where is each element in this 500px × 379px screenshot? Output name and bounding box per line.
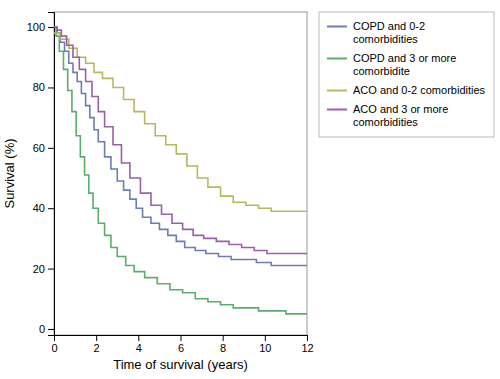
plot-frame (54, 12, 307, 335)
y-axis-tick-label: 60 (33, 142, 45, 154)
survival-curve (54, 27, 307, 253)
y-axis-tick-label: 80 (33, 81, 45, 93)
x-axis-tick: 8 (220, 335, 226, 354)
legend-label-line: comorbidities (353, 116, 418, 128)
legend-label-line: COPD and 3 or more (353, 52, 456, 64)
y-axis-title: Survival (%) (2, 138, 17, 208)
legend-item: ACO and 0-2 comorbidities (327, 84, 486, 96)
series-group (54, 27, 307, 314)
x-axis-tick: 2 (94, 335, 100, 354)
x-axis-title: Time of survival (years) (113, 357, 248, 372)
legend-item: COPD and 3 or morecomorbidite (327, 52, 456, 77)
y-axis-tick: 20 (33, 263, 54, 275)
plot-area: 0 2 4 6 8 10 12 0 20 40 60 80 100 (27, 12, 314, 354)
x-axis-tick-mark (138, 335, 139, 341)
y-axis-tick-mark (48, 329, 54, 330)
y-axis-tick: 80 (33, 81, 54, 93)
y-axis-tick-mark (48, 148, 54, 149)
y-axis-tick-mark (48, 87, 54, 88)
survival-curve (54, 33, 307, 211)
legend-item: COPD and 0-2comorbidities (327, 20, 425, 45)
y-axis-tick-label: 40 (33, 202, 45, 214)
x-axis-tick-mark (307, 335, 308, 341)
survival-curve (54, 27, 307, 265)
legend: COPD and 0-2comorbiditiesCOPD and 3 or m… (319, 12, 494, 137)
x-axis-tick-label: 10 (259, 342, 271, 354)
y-axis-tick-mark (48, 27, 54, 28)
legend-swatch (327, 26, 347, 28)
survival-curve (54, 27, 307, 314)
x-axis-tick-label: 12 (301, 342, 313, 354)
x-axis: 0 2 4 6 8 10 12 (51, 335, 313, 354)
x-axis-tick-mark (96, 335, 97, 341)
x-axis-tick: 4 (136, 335, 142, 354)
chart: 0 2 4 6 8 10 12 0 20 40 60 80 100 Time of survival (y… (0, 0, 500, 379)
x-axis-tick-label: 4 (136, 342, 142, 354)
y-axis-tick: 100 (27, 21, 54, 33)
legend-label-line: COPD and 0-2 (353, 20, 425, 32)
x-axis-tick-label: 6 (178, 342, 184, 354)
legend-label: ACO and 3 or morecomorbidities (353, 103, 448, 128)
x-axis-tick: 10 (259, 335, 271, 354)
x-axis-tick-label: 0 (51, 342, 57, 354)
legend-label-line: ACO and 3 or more (353, 103, 448, 115)
legend-label: COPD and 3 or morecomorbidite (353, 52, 456, 77)
y-axis-tick-mark (48, 269, 54, 270)
y-axis-line (48, 13, 55, 336)
x-axis-tick-label: 2 (94, 342, 100, 354)
legend-label-line: ACO and 0-2 comorbidities (353, 84, 486, 96)
y-axis: 0 20 40 60 80 100 (27, 13, 55, 336)
legend-swatch (327, 90, 347, 92)
y-axis-tick-label: 0 (39, 323, 45, 335)
legend-box (319, 12, 494, 137)
x-axis-tick: 6 (178, 335, 184, 354)
x-axis-tick-mark (223, 335, 224, 341)
x-axis-line (55, 336, 308, 342)
y-axis-tick: 60 (33, 142, 54, 154)
legend-label: ACO and 0-2 comorbidities (353, 84, 486, 96)
x-axis-tick-mark (181, 335, 182, 341)
x-axis-tick: 12 (301, 335, 313, 354)
x-axis-tick: 0 (51, 335, 57, 354)
legend-label-line: comorbidite (353, 65, 410, 77)
y-axis-tick-label: 20 (33, 263, 45, 275)
legend-label-line: comorbidities (353, 33, 418, 45)
legend-label: COPD and 0-2comorbidities (353, 20, 425, 45)
x-axis-tick-mark (265, 335, 266, 341)
y-axis-tick-mark (48, 208, 54, 209)
legend-swatch (327, 109, 347, 111)
y-axis-tick-label: 100 (27, 21, 45, 33)
y-axis-tick: 40 (33, 202, 54, 214)
y-axis-tick: 0 (39, 323, 54, 335)
legend-swatch (327, 58, 347, 60)
x-axis-tick-label: 8 (220, 342, 226, 354)
legend-item: ACO and 3 or morecomorbidities (327, 103, 448, 128)
